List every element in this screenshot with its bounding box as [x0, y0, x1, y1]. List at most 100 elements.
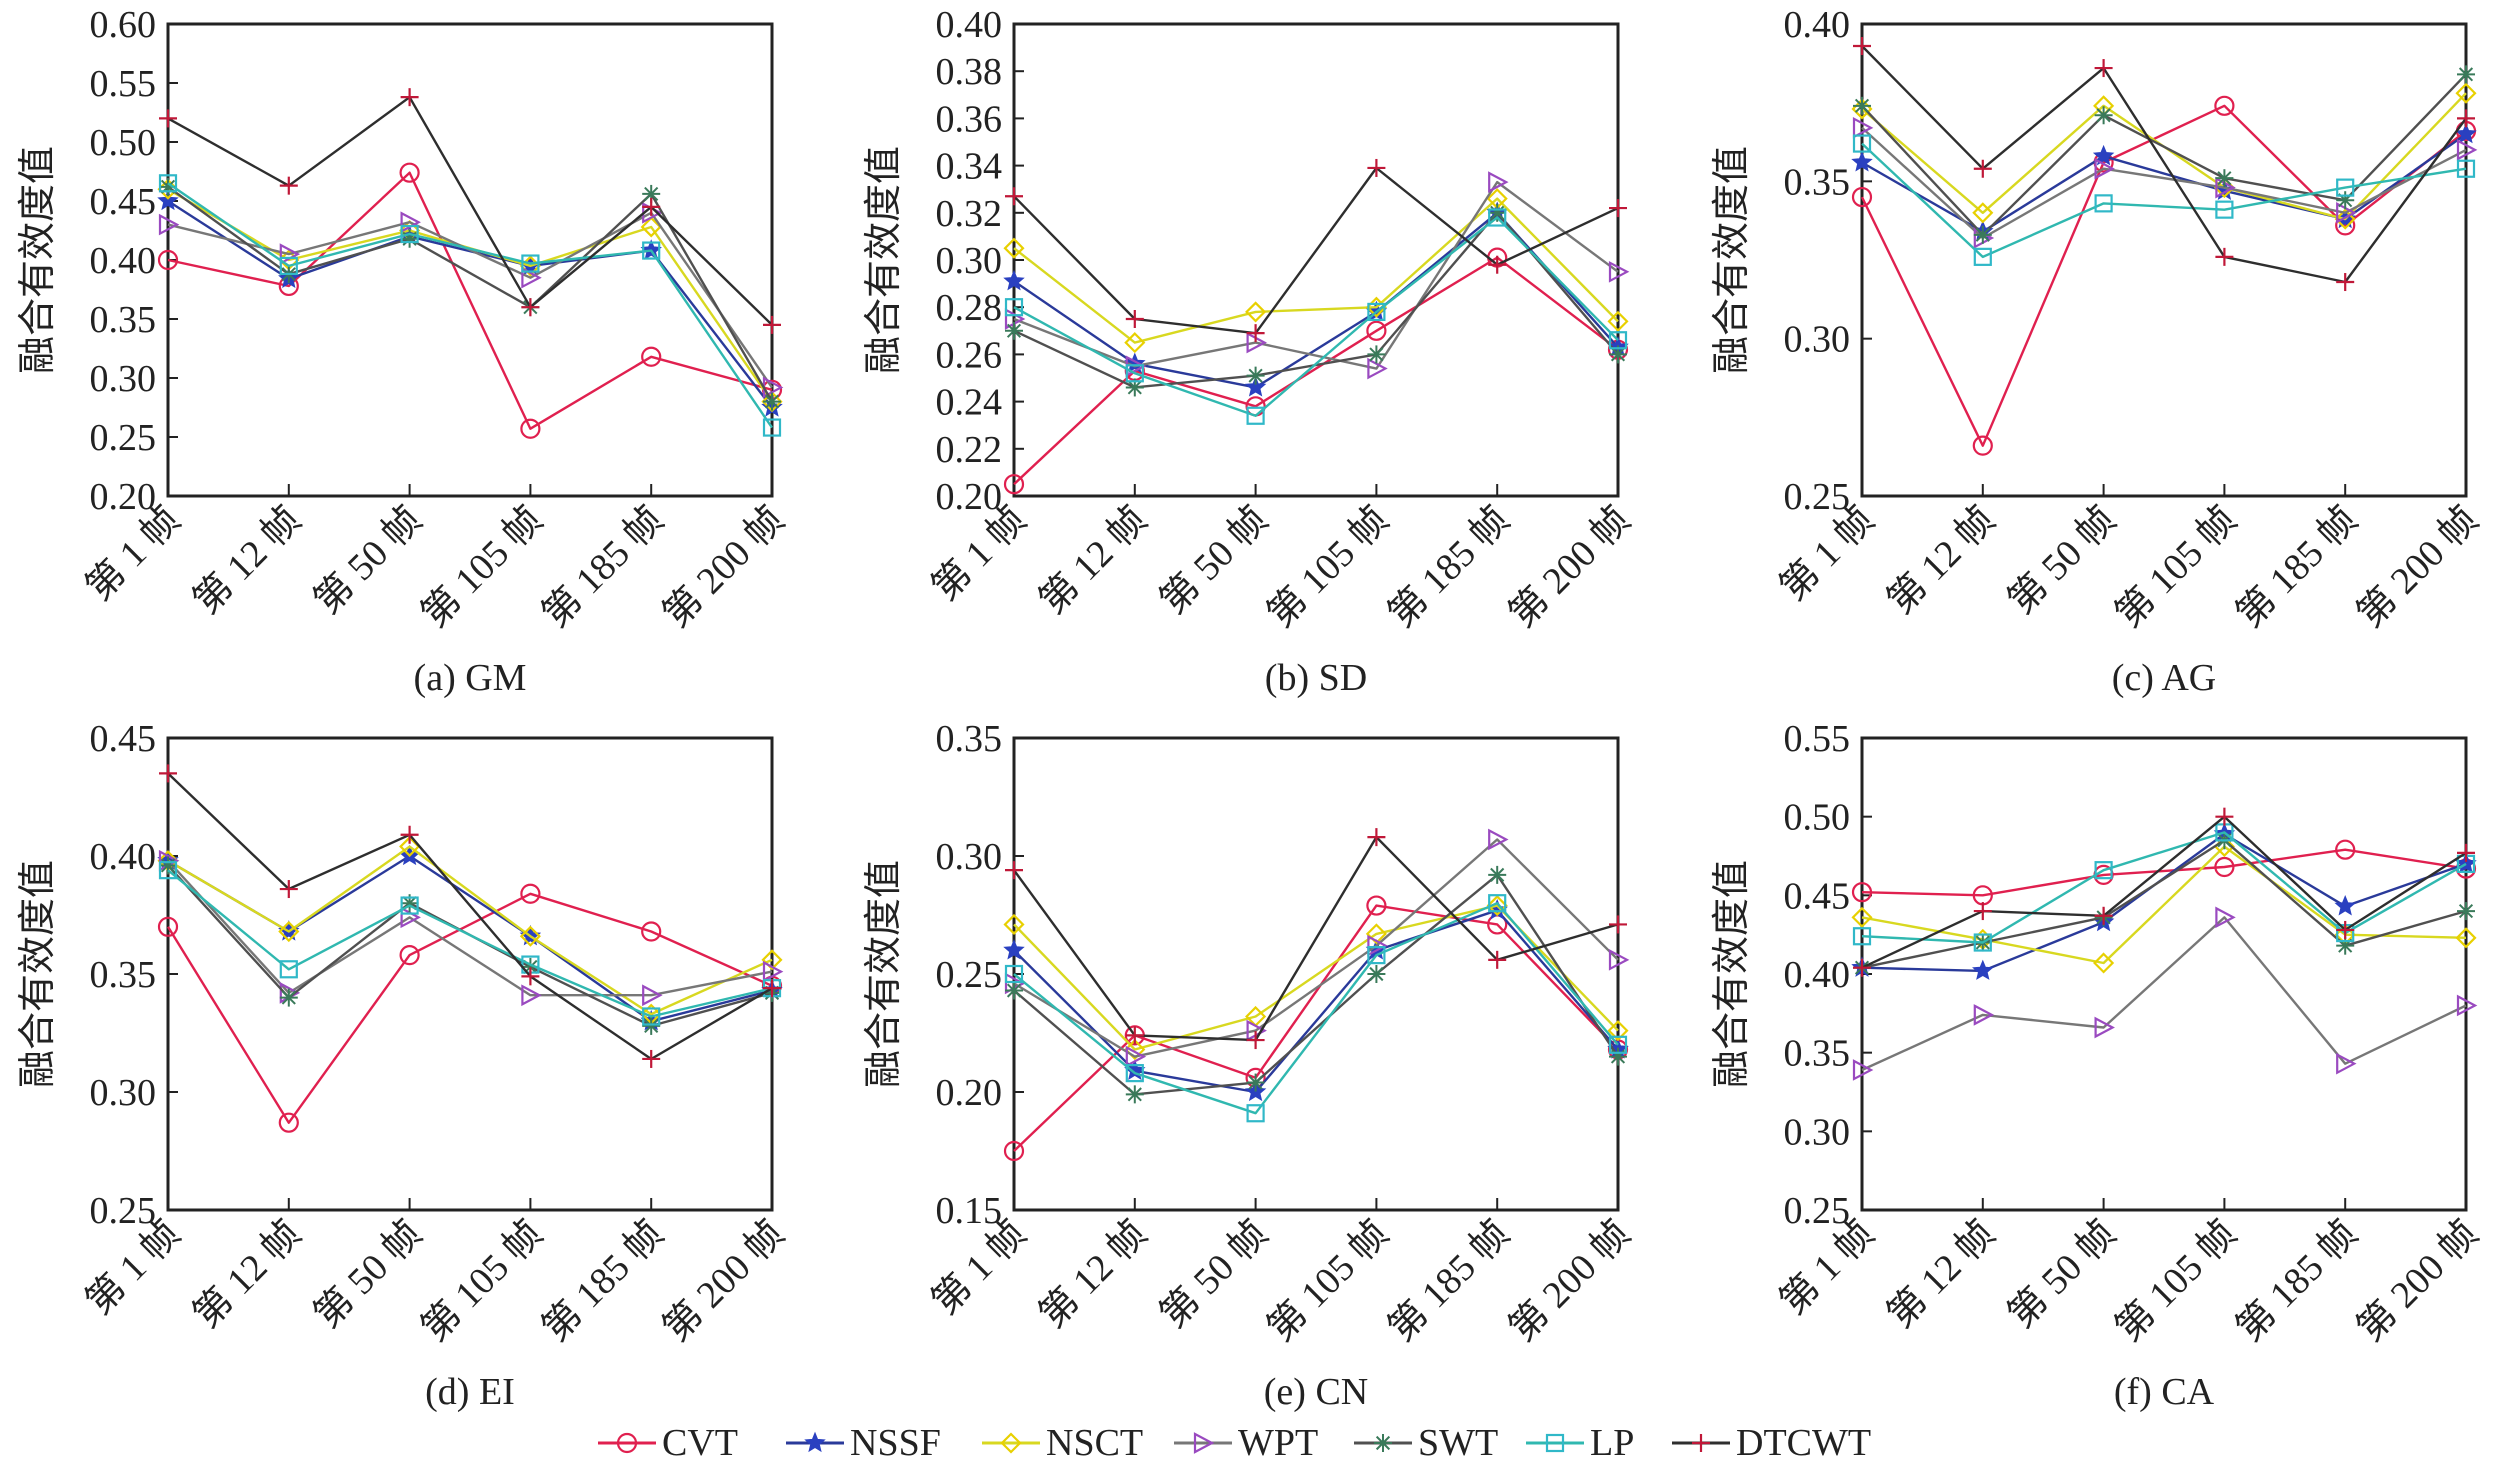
- series-line-dtcwt: [167, 772, 773, 1061]
- legend-marker-undefined: [1692, 1434, 1710, 1452]
- y-tick-label: 0.30: [1784, 319, 1851, 361]
- series-nsct: [1851, 836, 2477, 974]
- data-point-lp: [158, 861, 178, 880]
- data-point-nsct: [2334, 208, 2356, 230]
- legend-label: NSCT: [1046, 1422, 1143, 1464]
- data-point-lp: [1973, 933, 1992, 952]
- data-point-wpt: [2215, 906, 2236, 929]
- x-tick-label: 第 185 帧: [534, 499, 671, 636]
- subplot-c: 0.250.300.350.40第 1 帧第 12 帧第 50 帧第 105 帧…: [1711, 4, 2486, 699]
- subplot-d: 0.250.300.350.400.45第 1 帧第 12 帧第 50 帧第 1…: [17, 718, 792, 1413]
- data-point-lp: [1608, 331, 1628, 350]
- data-point-swt: [763, 392, 781, 411]
- data-point-wpt: [762, 960, 784, 983]
- y-axis-label: 融合有效度值: [17, 146, 59, 374]
- series-dtcwt: [159, 88, 781, 334]
- data-point-nsct: [1003, 913, 1025, 935]
- data-point-lp: [1488, 208, 1507, 227]
- y-tick-label: 0.34: [936, 146, 1003, 188]
- data-point-wpt: [521, 984, 542, 1007]
- series-nssf: [1851, 822, 2477, 980]
- y-tick-label: 0.45: [90, 718, 157, 760]
- data-point-cvt: [1003, 1140, 1025, 1162]
- plot-frame: [166, 736, 774, 1212]
- y-tick-label: 0.25: [1784, 1190, 1851, 1232]
- y-tick-label: 0.15: [936, 1190, 1003, 1232]
- subplot-caption: (b) SD: [1265, 657, 1367, 699]
- data-point-wpt: [521, 266, 542, 289]
- data-point-nsct: [1607, 310, 1629, 332]
- data-point-nsct: [2455, 82, 2477, 104]
- series-line-swt: [1861, 839, 2467, 969]
- y-tick-label: 0.35: [90, 954, 157, 996]
- legend: CVT NSSF NSCT WPT SWT LP DTCWT: [598, 1422, 1871, 1464]
- data-point-lp: [642, 241, 661, 260]
- data-point-wpt: [1488, 828, 1509, 851]
- legend-item-dtcwt: DTCWT: [1672, 1422, 1871, 1464]
- series-line-nsct: [167, 845, 773, 1016]
- x-tick-label: 第 185 帧: [2228, 1213, 2365, 1350]
- x-tick-label: 第 12 帧: [1879, 1213, 2003, 1337]
- data-point-wpt: [642, 984, 663, 1007]
- data-point-lp: [1004, 298, 1024, 317]
- series-wpt: [1004, 171, 1630, 380]
- y-tick-label: 0.40: [1784, 954, 1851, 996]
- y-tick-label: 0.40: [90, 836, 157, 878]
- data-point-dtcwt: [279, 176, 298, 195]
- y-tick-label: 0.30: [1784, 1111, 1851, 1153]
- data-point-swt: [2336, 936, 2355, 955]
- data-point-dtcwt: [521, 298, 540, 317]
- series-wpt: [1852, 906, 2478, 1081]
- data-point-dtcwt: [1853, 958, 1871, 977]
- data-point-swt: [400, 229, 419, 248]
- series-lp: [1004, 208, 1628, 425]
- subplot-b: 0.20 0.22 0.24 0.26 0.28 0.30 0.32 0.34 0.36 0.38…: [863, 4, 1638, 699]
- y-tick-label: 0.35: [1784, 161, 1851, 203]
- y-tick-label: 0.36: [936, 98, 1003, 140]
- data-point-lp: [2456, 159, 2476, 178]
- subplot-caption: (e) CN: [1264, 1371, 1368, 1413]
- series-line-lp: [1013, 902, 1619, 1115]
- x-tick-label: 第 12 帧: [1031, 1213, 1155, 1337]
- data-point-dtcwt: [1005, 187, 1023, 206]
- data-point-dtcwt: [1367, 158, 1386, 177]
- series-swt: [1853, 65, 2475, 244]
- x-tick-label: 第 185 帧: [2228, 499, 2365, 636]
- x-tick-label: 第 200 帧: [655, 1213, 792, 1350]
- y-tick-label: 0.25: [90, 1190, 157, 1232]
- legend-label: DTCWT: [1736, 1422, 1871, 1464]
- data-point-dtcwt: [1246, 1031, 1265, 1050]
- y-axis-label: 融合有效度值: [1711, 146, 1753, 374]
- data-point-wpt: [1973, 1004, 1995, 1026]
- y-tick-label: 0.30: [936, 240, 1003, 282]
- data-point-nsct: [2455, 927, 2477, 949]
- legend-item-swt: SWT: [1354, 1422, 1498, 1464]
- legend-item-nssf: NSSF: [786, 1422, 941, 1464]
- series-line-nssf: [167, 854, 773, 1023]
- data-point-wpt: [1608, 949, 1630, 971]
- data-point-dtcwt: [2457, 109, 2475, 128]
- legend-label: LP: [1590, 1422, 1634, 1464]
- subplot-caption: (f) CA: [2114, 1371, 2215, 1413]
- y-tick-label: 0.32: [936, 193, 1003, 235]
- series-line-nsct: [1861, 92, 2467, 221]
- data-point-lp: [1125, 364, 1144, 383]
- data-point-nssf: [1972, 959, 1994, 980]
- series-nsct: [157, 178, 783, 413]
- data-point-swt: [1125, 1085, 1144, 1104]
- y-tick-label: 0.26: [936, 334, 1003, 376]
- data-point-wpt: [1852, 117, 1874, 139]
- data-point-swt: [1246, 1073, 1265, 1092]
- series-lp: [1004, 894, 1628, 1123]
- data-point-wpt: [2094, 1016, 2115, 1039]
- data-point-cvt: [157, 249, 179, 271]
- data-point-cvt: [520, 883, 541, 904]
- y-tick-label: 0.20: [936, 1072, 1003, 1114]
- data-point-swt: [2457, 65, 2475, 84]
- x-tick-label: 第 50 帧: [306, 499, 430, 623]
- data-point-dtcwt: [2215, 247, 2234, 266]
- series-line-wpt: [1013, 180, 1619, 370]
- series-line-swt: [1861, 73, 2467, 237]
- data-point-lp: [1004, 964, 1024, 984]
- data-point-wpt: [2094, 157, 2115, 180]
